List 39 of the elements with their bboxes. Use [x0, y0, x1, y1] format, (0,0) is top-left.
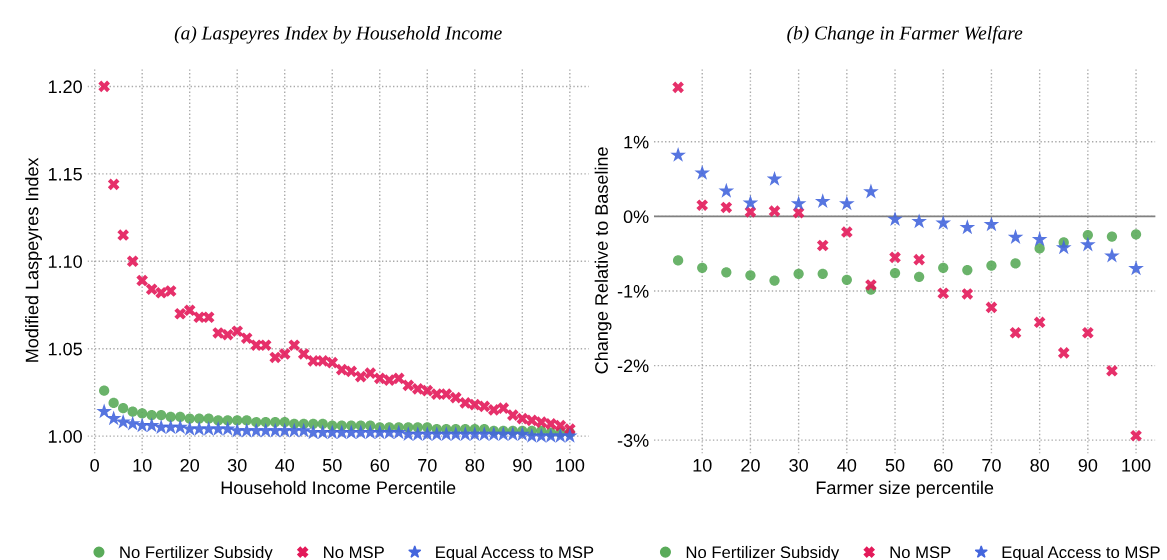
y-tick-label: -2% [617, 359, 649, 373]
x-tick-label: 40 [275, 458, 295, 472]
x-tick-label: 30 [789, 458, 808, 472]
y-tick-label: 1.15 [48, 167, 82, 181]
x-tick-label: 10 [693, 458, 712, 472]
x-tick-label: 60 [934, 458, 953, 472]
y-tick-label: 1.20 [48, 80, 82, 94]
x-tick-label: 20 [741, 458, 760, 472]
x-axis-title: Farmer size percentile [816, 480, 994, 498]
x-tick-label: 70 [982, 458, 1001, 472]
x-tick-label: 60 [370, 458, 390, 472]
chart-title: (b) Change in Farmer Welfare [787, 25, 1023, 44]
x-tick-label: 40 [837, 458, 857, 472]
x-tick-label: 100 [556, 458, 585, 472]
x-tick-label: 10 [133, 458, 152, 472]
y-tick-label: 1.00 [48, 430, 82, 443]
x-tick-label: 90 [1078, 458, 1098, 472]
x-tick-label: 20 [180, 458, 200, 472]
legend-label: No MSP [890, 546, 951, 559]
x-tick-label: 70 [418, 458, 437, 472]
y-axis-title: Modified Laspeyres Index [25, 157, 42, 362]
x-tick-label: 100 [1122, 458, 1151, 472]
x-tick-label: 0 [90, 458, 99, 472]
x-tick-label: 30 [227, 458, 247, 472]
x-tick-label: 80 [465, 458, 485, 472]
x-tick-label: 80 [1030, 458, 1049, 472]
y-tick-label: -3% [617, 434, 649, 447]
y-tick-label: 1% [624, 135, 649, 149]
x-tick-label: 50 [885, 458, 905, 472]
x-tick-label: 90 [513, 458, 532, 472]
legend-label: No MSP [324, 546, 384, 559]
y-tick-label: 1.05 [48, 342, 82, 356]
chart-title: (a) Laspeyres Index by Household Income [174, 25, 502, 44]
x-axis-title: Household Income Percentile [221, 480, 456, 495]
y-tick-label: 1.10 [48, 255, 82, 268]
y-axis-title: Change Relative to Baseline [594, 147, 612, 374]
y-tick-label: 0% [623, 210, 649, 224]
y-tick-label: -1% [617, 285, 649, 298]
x-tick-label: 50 [322, 458, 342, 472]
